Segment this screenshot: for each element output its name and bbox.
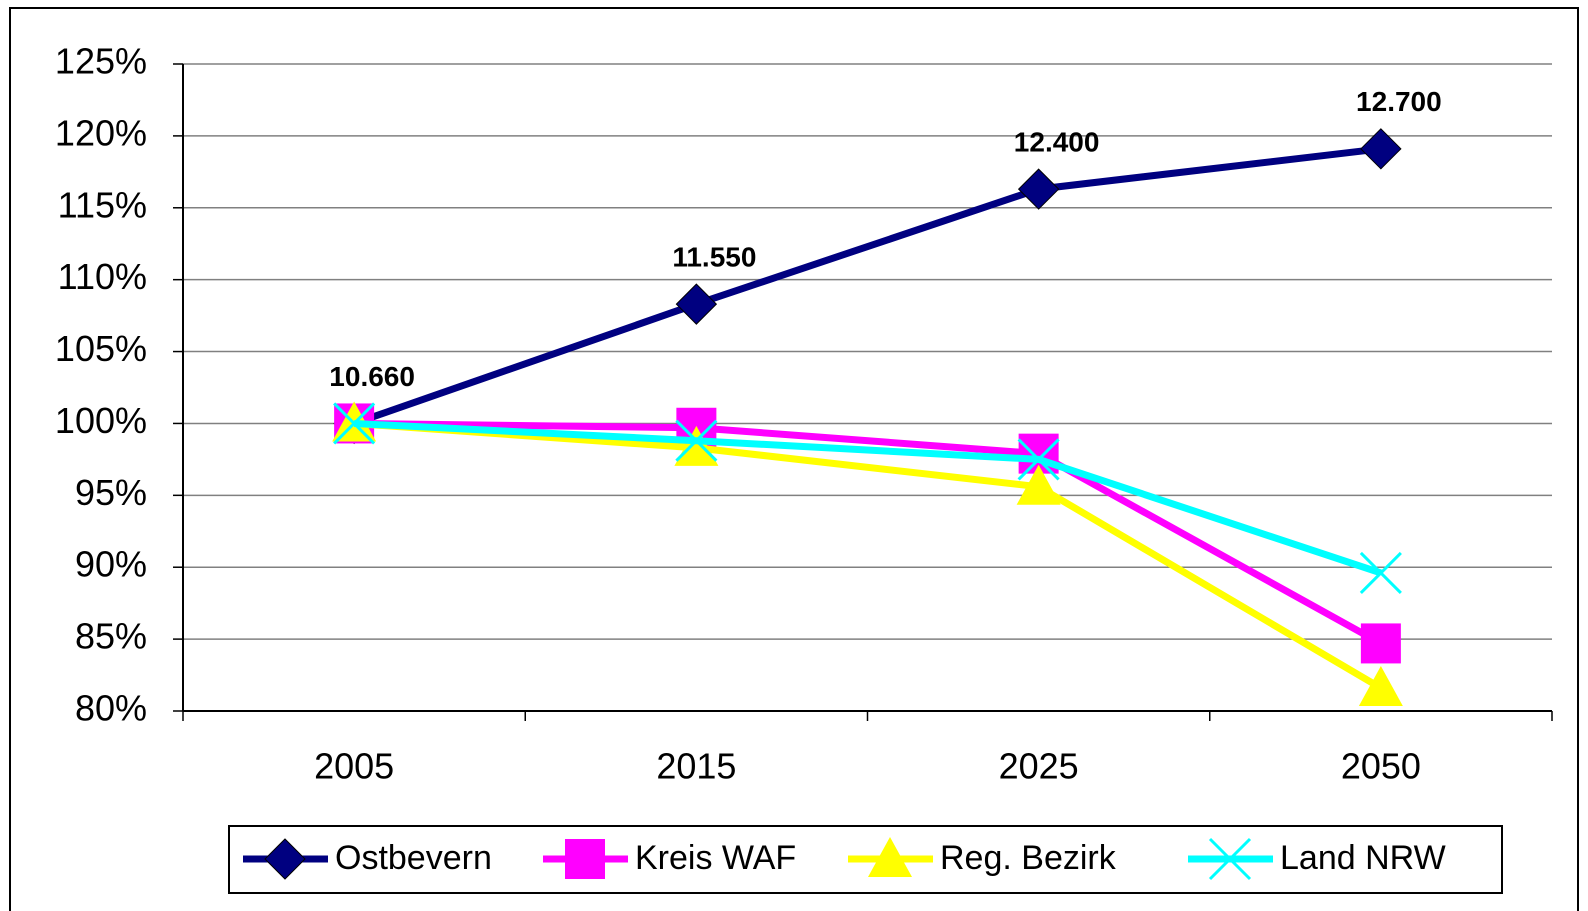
y-tick-label: 115% (58, 184, 147, 225)
series-line (353, 419, 1382, 577)
data-annotation: 12.700 (1356, 86, 1442, 117)
series-line (352, 145, 1382, 427)
x-tick-label: 2025 (999, 746, 1079, 787)
data-annotation: 11.550 (672, 241, 756, 272)
y-tick-label: 90% (75, 544, 147, 585)
data-annotation: 10.660 (329, 361, 415, 392)
data-annotation: 12.400 (1014, 126, 1100, 157)
data-point (1359, 551, 1402, 595)
series-line (354, 419, 1383, 647)
legend-marker (565, 839, 605, 879)
legend-label: Kreis WAF (635, 839, 796, 877)
series-line (353, 419, 1383, 692)
data-point (1360, 623, 1401, 664)
data-point (675, 419, 718, 462)
legend-label: Land NRW (1280, 839, 1446, 877)
data-point (675, 283, 718, 325)
data-point (1360, 128, 1402, 170)
legend-label: Ostbevern (335, 839, 492, 877)
x-tick-label: 2015 (656, 746, 736, 787)
data-point (1358, 665, 1403, 706)
y-tick-label: 85% (75, 616, 147, 657)
y-tick-label: 110% (58, 256, 147, 297)
data-point (1017, 438, 1060, 481)
y-tick-label: 100% (55, 400, 147, 441)
legend-marker (264, 838, 306, 880)
y-tick-label: 105% (55, 328, 147, 369)
y-tick-label: 125% (55, 41, 147, 82)
data-point (333, 402, 376, 445)
x-tick-label: 2005 (314, 746, 394, 787)
data-point (1016, 464, 1061, 505)
data-point (674, 425, 719, 466)
legend-marker (868, 837, 912, 877)
x-tick-label: 2050 (1341, 746, 1421, 787)
y-tick-label: 120% (55, 112, 147, 153)
y-tick-label: 95% (75, 472, 147, 513)
legend-marker (1208, 837, 1252, 881)
legend-label: Reg. Bezirk (940, 839, 1117, 877)
chart-border (9, 7, 1579, 911)
data-point (1017, 168, 1060, 210)
y-tick-label: 80% (75, 688, 147, 729)
